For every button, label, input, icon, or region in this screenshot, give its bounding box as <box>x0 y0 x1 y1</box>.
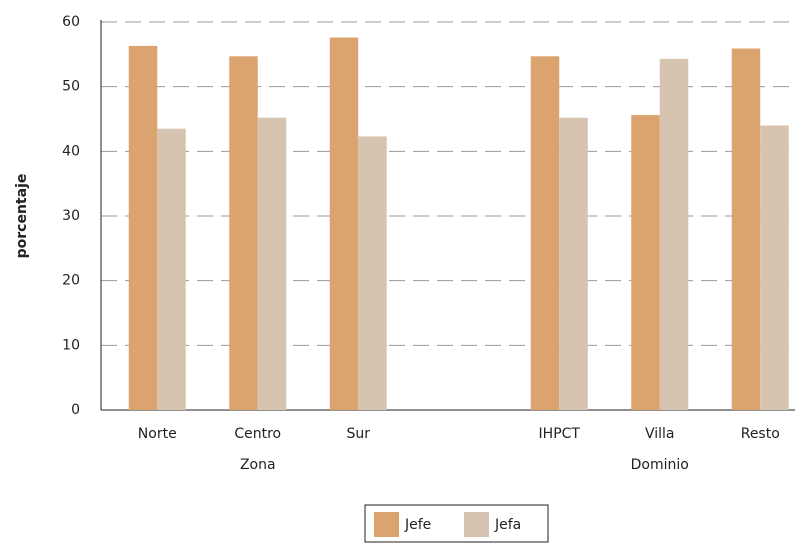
y-axis-label: porcentaje <box>14 174 30 259</box>
y-tick-label: 50 <box>62 79 80 95</box>
bar <box>157 128 186 410</box>
x-tick-label: IHPCT <box>539 426 581 442</box>
group-label: Zona <box>240 457 276 473</box>
bar <box>659 58 689 411</box>
x-tick-label: Resto <box>741 426 780 442</box>
bar <box>559 117 588 410</box>
bar <box>128 45 158 410</box>
bar <box>530 56 560 410</box>
bar <box>257 117 287 410</box>
bar <box>358 136 387 410</box>
bar <box>760 125 789 410</box>
y-tick-label: 40 <box>62 143 80 159</box>
group-label: Dominio <box>631 457 689 473</box>
x-tick-label: Sur <box>346 426 370 442</box>
bar <box>229 56 258 410</box>
y-tick-label: 0 <box>71 402 80 418</box>
legend-label: Jefa <box>494 517 521 533</box>
bar <box>731 48 761 410</box>
bar <box>631 115 660 411</box>
x-tick-label: Centro <box>234 426 281 442</box>
x-tick-label: Norte <box>138 426 177 442</box>
y-tick-label: 10 <box>62 337 80 353</box>
y-tick-label: 30 <box>62 208 80 224</box>
legend-label: Jefe <box>404 517 431 533</box>
y-tick-label: 60 <box>62 14 80 30</box>
legend-swatch <box>374 512 399 537</box>
y-tick-label: 20 <box>62 273 80 289</box>
x-tick-label: Villa <box>645 426 675 442</box>
legend-swatch <box>464 512 489 537</box>
bar <box>329 37 359 411</box>
